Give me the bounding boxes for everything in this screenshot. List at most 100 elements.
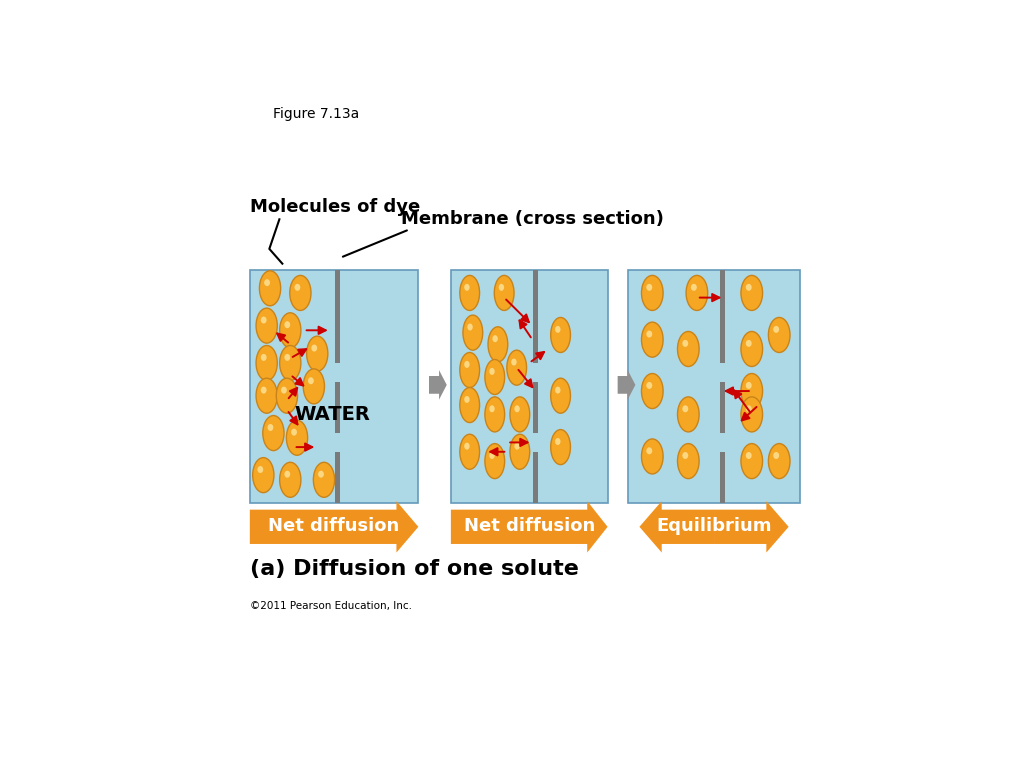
Bar [720,382,725,433]
Ellipse shape [555,326,560,333]
Bar [534,452,538,503]
Ellipse shape [290,276,311,310]
Ellipse shape [682,340,688,347]
Ellipse shape [495,276,514,310]
FancyArrow shape [451,501,607,552]
Ellipse shape [291,429,297,435]
Ellipse shape [773,326,779,333]
FancyArrow shape [617,370,635,399]
FancyArrow shape [429,370,446,399]
Ellipse shape [646,382,652,389]
Bar [720,452,725,503]
Ellipse shape [285,471,290,478]
Ellipse shape [303,369,325,404]
Ellipse shape [460,353,479,388]
Ellipse shape [257,466,263,473]
Ellipse shape [646,284,652,291]
Ellipse shape [514,406,520,412]
Ellipse shape [253,458,273,492]
Bar [720,270,725,363]
Ellipse shape [641,322,664,357]
Ellipse shape [511,359,517,366]
FancyArrow shape [714,501,788,552]
Ellipse shape [745,340,752,347]
Ellipse shape [463,315,482,350]
Ellipse shape [485,359,505,395]
Ellipse shape [682,452,688,459]
Ellipse shape [646,447,652,455]
Text: Net diffusion: Net diffusion [464,517,595,535]
Ellipse shape [308,377,313,384]
Ellipse shape [306,336,328,371]
Ellipse shape [287,420,307,455]
Ellipse shape [768,444,790,478]
Ellipse shape [280,346,301,380]
Ellipse shape [741,373,763,409]
Ellipse shape [318,471,324,478]
Ellipse shape [460,434,479,469]
Ellipse shape [741,276,763,310]
Ellipse shape [285,354,290,361]
Ellipse shape [745,452,752,459]
Ellipse shape [555,438,560,445]
Text: Equilibrium: Equilibrium [656,517,772,535]
Ellipse shape [691,284,696,291]
Ellipse shape [285,321,290,328]
FancyArrow shape [250,501,419,552]
Ellipse shape [510,434,529,469]
Ellipse shape [264,279,270,286]
Ellipse shape [485,397,505,432]
Bar [250,270,419,503]
Ellipse shape [311,345,317,352]
Ellipse shape [488,327,508,362]
Ellipse shape [678,397,699,432]
Text: (a) Diffusion of one solute: (a) Diffusion of one solute [250,559,579,579]
Ellipse shape [641,276,664,310]
FancyArrow shape [639,501,714,552]
Ellipse shape [551,317,570,353]
Ellipse shape [464,442,470,449]
Ellipse shape [256,346,278,380]
Ellipse shape [745,382,752,389]
Ellipse shape [256,378,278,413]
Ellipse shape [281,386,287,394]
Text: ©2011 Pearson Education, Inc.: ©2011 Pearson Education, Inc. [250,601,412,611]
Ellipse shape [499,284,504,291]
Ellipse shape [267,424,273,431]
Ellipse shape [551,378,570,413]
Ellipse shape [259,271,281,306]
Ellipse shape [489,452,495,459]
Ellipse shape [678,444,699,478]
Ellipse shape [678,332,699,366]
Ellipse shape [464,396,470,403]
Ellipse shape [514,442,520,449]
Ellipse shape [280,462,301,498]
Ellipse shape [467,323,473,330]
Ellipse shape [641,439,664,474]
Ellipse shape [485,444,505,478]
Ellipse shape [745,406,752,412]
Ellipse shape [313,462,335,498]
Ellipse shape [551,429,570,465]
Ellipse shape [464,284,470,291]
Ellipse shape [493,335,498,343]
Ellipse shape [507,350,526,386]
Bar [451,270,607,503]
Bar [629,270,800,503]
Bar [534,270,538,363]
Ellipse shape [641,373,664,409]
Text: WATER: WATER [295,405,371,424]
Ellipse shape [768,317,790,353]
Ellipse shape [741,332,763,366]
Bar [335,382,340,433]
Ellipse shape [263,415,284,451]
Ellipse shape [261,316,266,323]
Ellipse shape [745,284,752,291]
Ellipse shape [295,284,300,291]
Ellipse shape [741,397,763,432]
Ellipse shape [276,378,298,413]
Bar [534,382,538,433]
Text: Molecules of dye: Molecules of dye [250,198,420,217]
Text: Net diffusion: Net diffusion [268,517,399,535]
Ellipse shape [280,313,301,348]
